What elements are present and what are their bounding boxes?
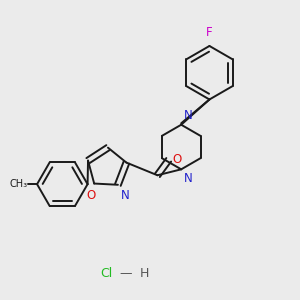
Text: N: N [184, 110, 193, 122]
Text: CH₃: CH₃ [9, 179, 27, 189]
Text: F: F [206, 26, 213, 38]
Text: Cl: Cl [100, 267, 113, 280]
Text: H: H [140, 267, 149, 280]
Text: —: — [116, 267, 136, 280]
Text: O: O [87, 189, 96, 202]
Text: N: N [184, 172, 193, 185]
Text: N: N [121, 189, 130, 202]
Text: O: O [172, 153, 182, 166]
